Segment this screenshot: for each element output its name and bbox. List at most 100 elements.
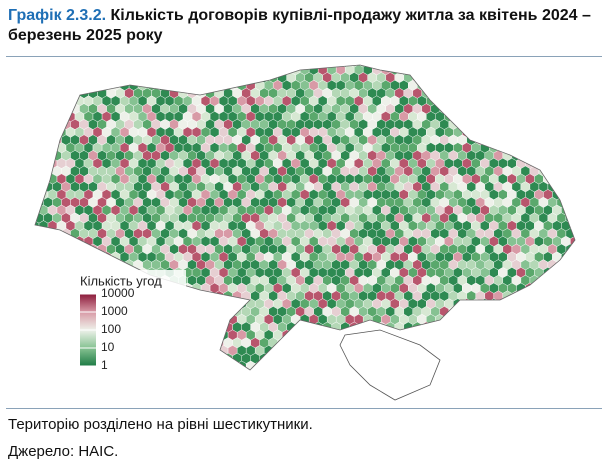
hex-cell <box>111 377 120 387</box>
hex-cell <box>26 322 35 332</box>
hex-cell <box>381 392 390 402</box>
hex-cell <box>538 337 549 349</box>
hex-cell <box>390 345 400 357</box>
hex-cell <box>242 384 251 394</box>
hex-cell <box>435 95 445 107</box>
hex-cell <box>178 65 188 68</box>
hex-cell <box>38 142 49 154</box>
hex-cell <box>88 259 98 271</box>
hex-cell <box>516 95 526 107</box>
hex-cell <box>188 384 197 394</box>
hex-cell <box>462 360 472 370</box>
hex-cell <box>35 368 44 370</box>
hex-cell <box>529 352 540 364</box>
hex-cell <box>538 368 549 370</box>
hex-cell <box>187 337 197 349</box>
hex-cell <box>26 275 35 285</box>
hex-cell <box>552 111 562 123</box>
hex-cell <box>435 329 445 341</box>
hex-cell <box>439 352 449 364</box>
hex-cell <box>525 65 535 76</box>
hex-cell <box>376 337 386 349</box>
hex-cell <box>525 95 535 107</box>
hex-cell <box>43 134 53 146</box>
hex-cell <box>178 72 188 84</box>
hex-cell <box>466 118 476 130</box>
hex-cell <box>273 377 282 387</box>
hex-cell <box>62 384 71 394</box>
hex-cell <box>565 352 575 364</box>
divider <box>6 408 602 409</box>
hex-cell <box>35 298 40 310</box>
hex-cell <box>43 274 53 286</box>
hex-cell <box>318 345 328 357</box>
hex-cell <box>101 65 112 76</box>
hex-cell <box>38 329 49 341</box>
hex-cell <box>327 377 336 387</box>
hex-cell <box>552 95 562 107</box>
hex-cell <box>65 65 76 76</box>
hex-cell <box>520 321 531 333</box>
hex-cell <box>475 352 485 364</box>
hex-cell <box>201 392 210 402</box>
hex-cell <box>421 65 431 68</box>
hex-cell <box>579 345 588 355</box>
hex-cell <box>426 392 435 402</box>
hex-cell <box>237 392 246 402</box>
hex-cell <box>570 392 579 402</box>
hex-cell <box>556 150 567 162</box>
hex-cell <box>520 368 531 370</box>
hex-cell <box>489 126 499 138</box>
hex-cell <box>525 126 535 138</box>
legend-tick-label: 1 <box>101 358 108 372</box>
hex-cell <box>516 79 526 91</box>
hex-cell <box>458 384 467 394</box>
hex-cell <box>83 65 94 76</box>
hex-cell <box>570 95 575 107</box>
hex-cell <box>588 314 597 324</box>
hex-cell <box>534 360 544 370</box>
hex-cell <box>65 235 76 247</box>
hex-cell <box>52 72 62 84</box>
hex-cell <box>52 243 62 255</box>
hex-cell <box>273 360 283 370</box>
hex-cell <box>390 360 400 370</box>
hex-cell <box>390 392 399 402</box>
hex-cell <box>106 72 116 84</box>
hex-cell <box>35 259 44 271</box>
hex-cell <box>475 65 485 68</box>
hex-cell <box>394 65 404 68</box>
hex-cell <box>38 251 49 263</box>
hex-cell <box>209 329 220 341</box>
hex-cell <box>35 321 44 333</box>
hex-cell <box>565 337 575 349</box>
hex-cell <box>264 377 273 387</box>
hex-cell <box>588 158 597 168</box>
hex-cell <box>336 360 346 370</box>
hex-cell <box>250 65 260 68</box>
hex-cell <box>61 72 71 84</box>
hex-cell <box>534 345 544 357</box>
hex-cell <box>538 65 549 68</box>
hex-cell <box>43 259 53 271</box>
hex-cell <box>475 118 485 130</box>
hex-cell <box>493 134 503 146</box>
hex-cell <box>26 213 35 223</box>
hex-cell <box>412 368 422 370</box>
hex-cell <box>277 352 287 364</box>
hex-cell <box>61 321 71 333</box>
hex-cell <box>160 65 170 68</box>
hex-cell <box>61 87 71 99</box>
hex-cell <box>485 384 494 394</box>
hex-cell <box>218 360 229 370</box>
hex-cell <box>570 251 575 263</box>
hex-cell <box>516 126 526 138</box>
hex-cell <box>35 282 40 294</box>
hex-cell <box>52 274 62 286</box>
hex-cell <box>345 360 355 370</box>
hex-cell <box>484 87 494 99</box>
hex-cell <box>579 96 588 106</box>
hex-cell <box>52 352 62 364</box>
hex-cell <box>570 298 575 310</box>
hex-cell <box>38 282 49 294</box>
